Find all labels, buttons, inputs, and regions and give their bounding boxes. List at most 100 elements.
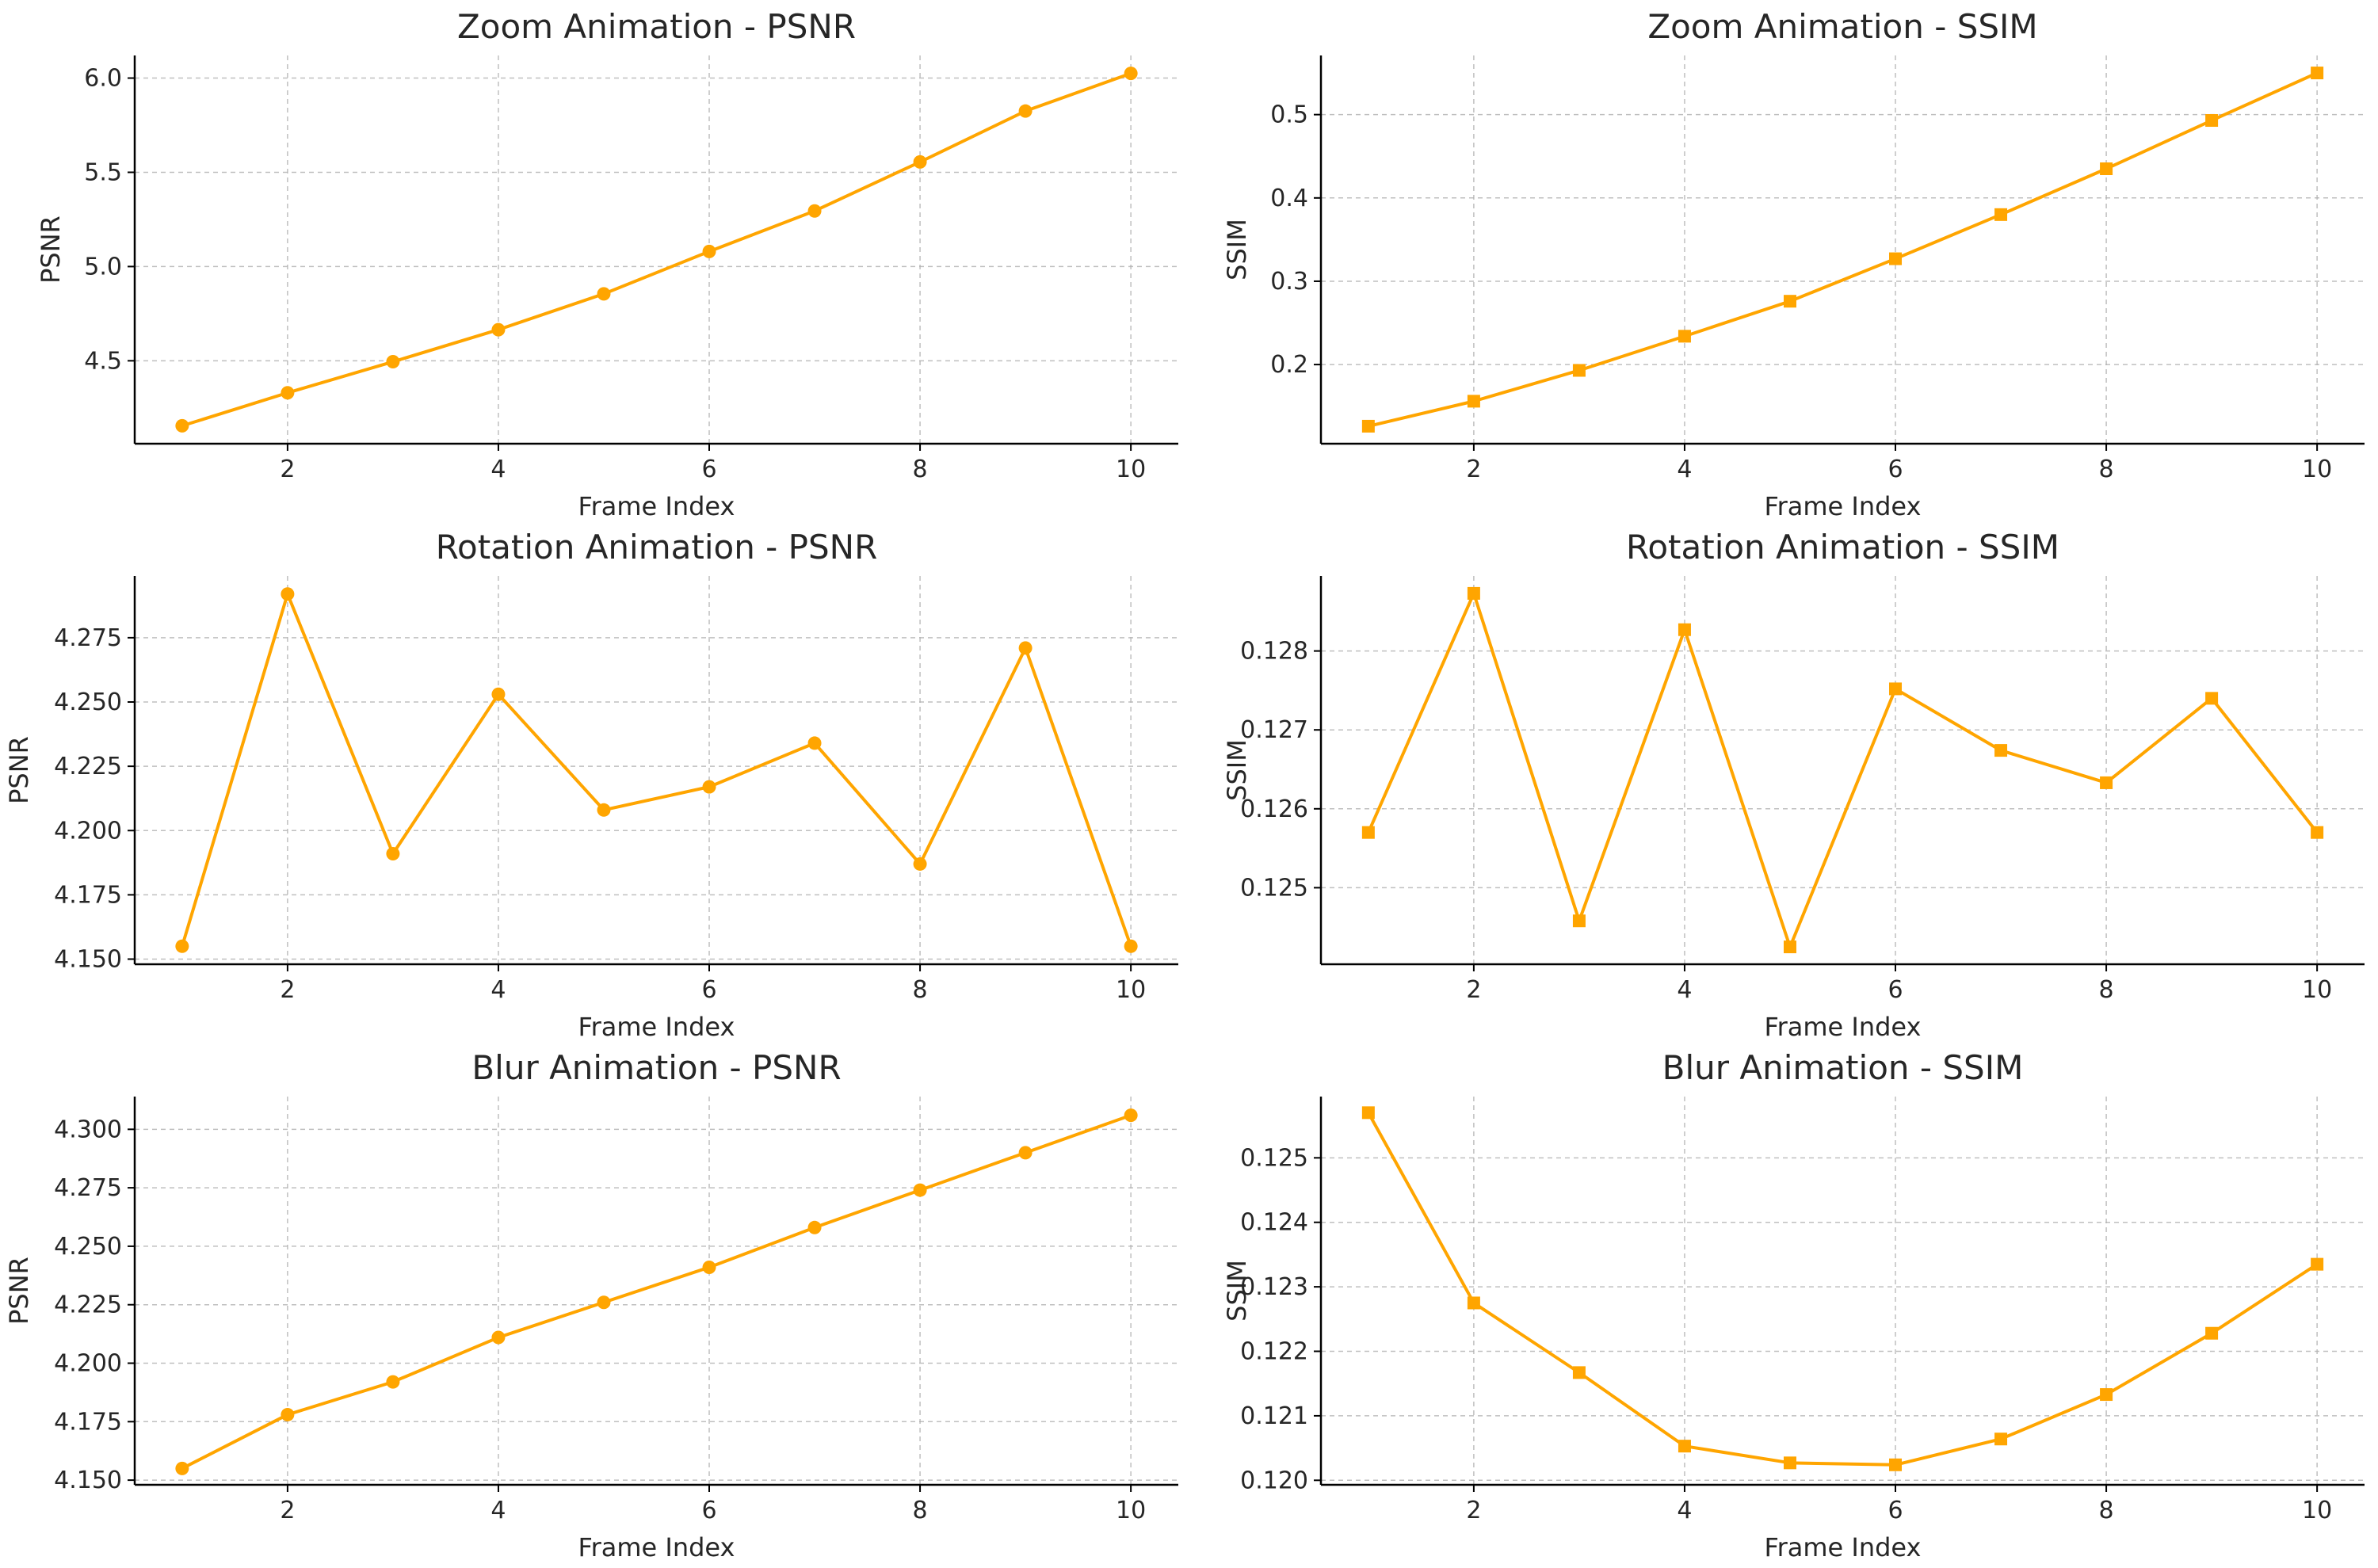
data-point xyxy=(1124,67,1138,81)
x-tick-label: 6 xyxy=(1888,1497,1903,1524)
data-point xyxy=(1994,208,2008,221)
y-tick-label: 6.0 xyxy=(84,65,122,93)
x-axis-label: Frame Index xyxy=(1765,1532,1922,1562)
y-tick-label: 4.150 xyxy=(54,946,122,974)
y-axis-label: PSNR xyxy=(4,1257,34,1325)
data-point xyxy=(2100,162,2113,176)
x-tick-label: 10 xyxy=(1116,456,1146,483)
data-point xyxy=(2205,692,2219,705)
x-axis-label: Frame Index xyxy=(578,1532,735,1562)
data-point xyxy=(2311,826,2324,839)
data-point xyxy=(2205,1326,2219,1340)
x-tick-label: 10 xyxy=(1116,976,1146,1004)
chart-title: Rotation Animation - PSNR xyxy=(436,528,878,567)
y-tick-label: 0.122 xyxy=(1240,1338,1308,1366)
series-line xyxy=(1368,71,2318,428)
data-point xyxy=(1124,939,1138,953)
data-point xyxy=(702,244,716,258)
y-tick-label: 0.121 xyxy=(1240,1402,1308,1430)
data-point xyxy=(1783,295,1796,308)
data-point xyxy=(1018,641,1033,655)
data-point xyxy=(1361,826,1375,839)
data-point xyxy=(491,687,506,701)
y-axis-label: PSNR xyxy=(36,216,66,284)
data-point xyxy=(1783,940,1796,954)
y-tick-label: 4.200 xyxy=(54,1350,122,1378)
subplot-5: 2 4 6 8 10 4.150 4.175 4.200 4.225 4.250 4.275 4.30… xyxy=(4,1048,1178,1562)
data-point xyxy=(1678,623,1691,636)
data-point xyxy=(281,587,295,601)
y-tick-label: 5.5 xyxy=(84,158,122,186)
data-point xyxy=(491,1330,506,1345)
y-tick-label: 4.275 xyxy=(54,624,122,652)
x-tick-label: 4 xyxy=(1677,456,1692,483)
data-point xyxy=(1678,330,1691,343)
x-tick-label: 10 xyxy=(2302,976,2332,1004)
y-tick-label: 4.175 xyxy=(54,881,122,909)
y-tick-label: 4.200 xyxy=(54,817,122,845)
x-tick-label: 8 xyxy=(913,456,928,483)
x-tick-label: 8 xyxy=(2099,976,2114,1004)
x-tick-label: 2 xyxy=(1466,456,1481,483)
x-tick-label: 6 xyxy=(1888,976,1903,1004)
data-point xyxy=(1018,104,1033,118)
data-point xyxy=(807,736,822,750)
y-tick-label: 0.5 xyxy=(1270,101,1308,129)
data-point xyxy=(281,386,295,400)
data-point xyxy=(1994,1433,2008,1446)
x-tick-label: 8 xyxy=(913,1497,928,1524)
x-tick-label: 4 xyxy=(490,456,506,483)
subplot-4: 2 4 6 8 10 0.125 0.126 0.127 0.128 Rotation Anima… xyxy=(1222,528,2365,1042)
x-axis-label: Frame Index xyxy=(1765,491,1922,521)
data-point xyxy=(386,1375,400,1389)
y-tick-label: 0.3 xyxy=(1270,268,1308,296)
data-point xyxy=(1889,1458,1903,1471)
data-point xyxy=(1124,1108,1138,1123)
data-point xyxy=(2311,67,2324,80)
y-tick-label: 4.5 xyxy=(84,347,122,375)
x-tick-label: 4 xyxy=(1677,976,1692,1004)
y-axis-label: PSNR xyxy=(4,736,34,804)
data-point xyxy=(702,780,716,794)
x-tick-label: 10 xyxy=(2302,456,2332,483)
data-point xyxy=(913,155,927,169)
x-tick-label: 4 xyxy=(490,976,506,1004)
chart-title: Blur Animation - PSNR xyxy=(471,1048,841,1087)
data-point xyxy=(807,204,822,218)
x-tick-label: 6 xyxy=(701,1497,716,1524)
chart-title: Zoom Animation - PSNR xyxy=(457,7,856,46)
x-tick-label: 2 xyxy=(1466,976,1481,1004)
y-tick-label: 5.0 xyxy=(84,253,122,280)
data-point xyxy=(1467,1296,1480,1310)
x-tick-label: 10 xyxy=(1116,1497,1146,1524)
subplot-6: 2 4 6 8 10 0.120 0.121 0.122 0.123 0.124 0.125 Blur… xyxy=(1222,1048,2365,1562)
data-point xyxy=(1572,1366,1586,1379)
data-point xyxy=(1678,1440,1691,1453)
x-tick-label: 2 xyxy=(280,1497,295,1524)
data-point xyxy=(175,418,189,433)
y-tick-label: 4.225 xyxy=(54,1291,122,1319)
y-tick-label: 4.250 xyxy=(54,689,122,716)
y-tick-label: 0.123 xyxy=(1240,1273,1308,1301)
data-point xyxy=(2311,1257,2324,1271)
y-tick-label: 4.225 xyxy=(54,753,122,780)
data-point xyxy=(597,803,611,817)
y-axis-label: SSIM xyxy=(1222,219,1252,280)
x-tick-label: 8 xyxy=(913,976,928,1004)
x-axis-label: Frame Index xyxy=(578,1012,735,1042)
data-point xyxy=(2205,114,2219,128)
data-point xyxy=(913,856,927,871)
x-tick-label: 6 xyxy=(701,976,716,1004)
chart-title: Blur Animation - SSIM xyxy=(1662,1048,2024,1087)
series-line xyxy=(180,592,1133,947)
series-line xyxy=(1367,591,2319,949)
x-tick-label: 2 xyxy=(280,976,295,1004)
x-tick-label: 2 xyxy=(1466,1497,1481,1524)
x-tick-label: 8 xyxy=(2099,1497,2114,1524)
data-point xyxy=(1361,1106,1375,1120)
data-point xyxy=(1889,682,1903,696)
data-point xyxy=(1572,914,1586,928)
data-point xyxy=(1889,252,1903,265)
y-tick-label: 4.275 xyxy=(54,1174,122,1202)
